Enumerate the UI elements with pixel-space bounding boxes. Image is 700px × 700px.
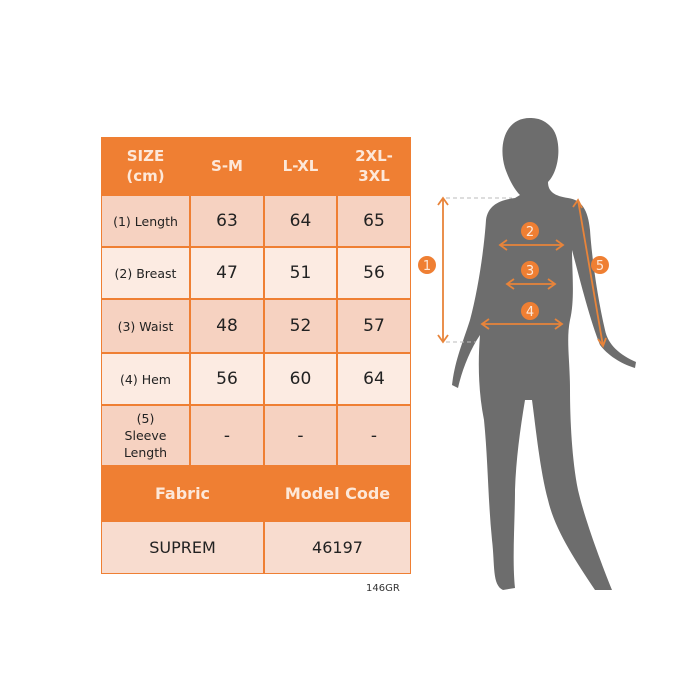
size-value-cell: 57 [337, 299, 411, 353]
silhouette [452, 118, 636, 590]
marker-label-4: 4 [526, 305, 534, 320]
size-value-cell: - [190, 405, 264, 466]
row-label: (5) Sleeve Length [101, 405, 190, 466]
marker-label-5: 5 [596, 259, 604, 274]
table-header-row: SIZE (cm) S-M L-XL 2XL- 3XL [101, 137, 411, 195]
marker-label-3: 3 [526, 264, 534, 279]
header-l-xl: L-XL [264, 137, 337, 195]
size-value-cell: 65 [337, 195, 411, 247]
size-value-cell: 52 [264, 299, 337, 353]
row-label: (4) Hem [101, 353, 190, 405]
table-row: (2) Breast 47 51 56 [101, 247, 411, 299]
table-row: (4) Hem 56 60 64 [101, 353, 411, 405]
table-row: (3) Waist 48 52 57 [101, 299, 411, 353]
row-label: (2) Breast [101, 247, 190, 299]
marker-circle-5 [591, 256, 609, 274]
marker-circle-1 [418, 256, 436, 274]
marker-circle-3 [521, 261, 539, 279]
size-value-cell: 64 [264, 195, 337, 247]
size-value-cell: 47 [190, 247, 264, 299]
size-value-cell: 51 [264, 247, 337, 299]
model-code-header: Model Code [264, 466, 411, 521]
size-value-cell: - [264, 405, 337, 466]
header-s-m: S-M [190, 137, 264, 195]
measurement-lines [437, 196, 607, 348]
table-row: (5) Sleeve Length - - - [101, 405, 411, 466]
size-chart-table: SIZE (cm) S-M L-XL 2XL- 3XL (1) Length 63 64… [101, 137, 411, 574]
product-code: 146GR [366, 583, 400, 594]
marker-circle-2 [521, 222, 539, 240]
sleeve-line [577, 199, 604, 347]
marker-label-1: 1 [423, 259, 431, 274]
size-value-cell: 56 [337, 247, 411, 299]
marker-label-2: 2 [526, 225, 534, 240]
row-label: (3) Waist [101, 299, 190, 353]
size-value-cell: 63 [190, 195, 264, 247]
size-value-cell: 48 [190, 299, 264, 353]
fabric-header: Fabric [101, 466, 264, 521]
table-row: (1) Length 63 64 65 [101, 195, 411, 247]
fabric-value: SUPREM [101, 521, 264, 574]
size-value-cell: - [337, 405, 411, 466]
size-value-cell: 64 [337, 353, 411, 405]
footer-header-row: Fabric Model Code [101, 466, 411, 521]
size-value-cell: 56 [190, 353, 264, 405]
marker-circle-4 [521, 302, 539, 320]
header-size: SIZE (cm) [101, 137, 190, 195]
row-label: (1) Length [101, 195, 190, 247]
header-2xl-3xl: 2XL- 3XL [337, 137, 411, 195]
length-arrowheads [437, 196, 449, 344]
guide-dashes [446, 197, 512, 343]
model-code-value: 46197 [264, 521, 411, 574]
measurement-markers: 1 2 3 4 5 [418, 222, 609, 320]
size-value-cell: 60 [264, 353, 337, 405]
footer-value-row: SUPREM 46197 [101, 521, 411, 574]
